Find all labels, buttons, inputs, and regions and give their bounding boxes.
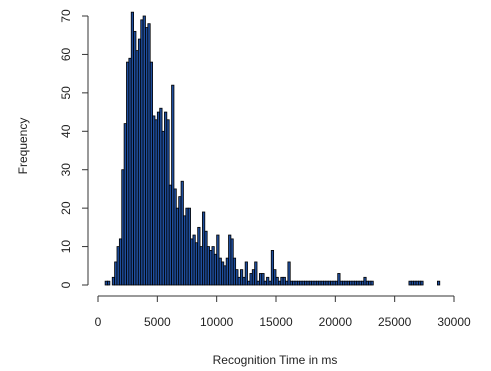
histogram-bar — [436, 280, 441, 286]
x-tick-label: 0 — [95, 315, 102, 329]
histogram-bar — [337, 273, 341, 286]
histogram-bar — [261, 273, 265, 286]
x-axis: 0 5000 10000 15000 20000 25000 30000 — [95, 295, 471, 329]
bars-layer — [104, 11, 441, 286]
y-axis: 0 10 20 30 40 50 60 70 — [59, 9, 89, 288]
x-axis-title: Recognition Time in ms — [213, 353, 338, 367]
x-tick-label: 20000 — [319, 315, 353, 329]
y-tick-label: 70 — [59, 9, 73, 23]
histogram-bar — [270, 250, 275, 286]
histogram-bar — [370, 280, 374, 286]
y-tick-label: 0 — [59, 281, 73, 288]
y-tick-label: 20 — [59, 201, 73, 215]
histogram-bar — [244, 261, 248, 286]
y-axis-title: Frequency — [16, 118, 30, 175]
histogram-bar — [171, 84, 175, 286]
x-tick-label: 30000 — [437, 315, 471, 329]
y-tick-label: 60 — [59, 47, 73, 61]
histogram-bar — [107, 280, 111, 286]
y-tick-label: 10 — [59, 240, 73, 254]
histogram-bar — [254, 261, 258, 286]
histogram-bar — [287, 261, 291, 286]
x-tick-label: 15000 — [259, 315, 293, 329]
x-tick-label: 25000 — [378, 315, 412, 329]
y-tick-label: 50 — [59, 86, 73, 100]
y-tick-label: 30 — [59, 163, 73, 177]
x-tick-label: 5000 — [144, 315, 171, 329]
x-tick-label: 10000 — [200, 315, 234, 329]
histogram-bar — [420, 280, 424, 286]
y-tick-label: 40 — [59, 124, 73, 138]
